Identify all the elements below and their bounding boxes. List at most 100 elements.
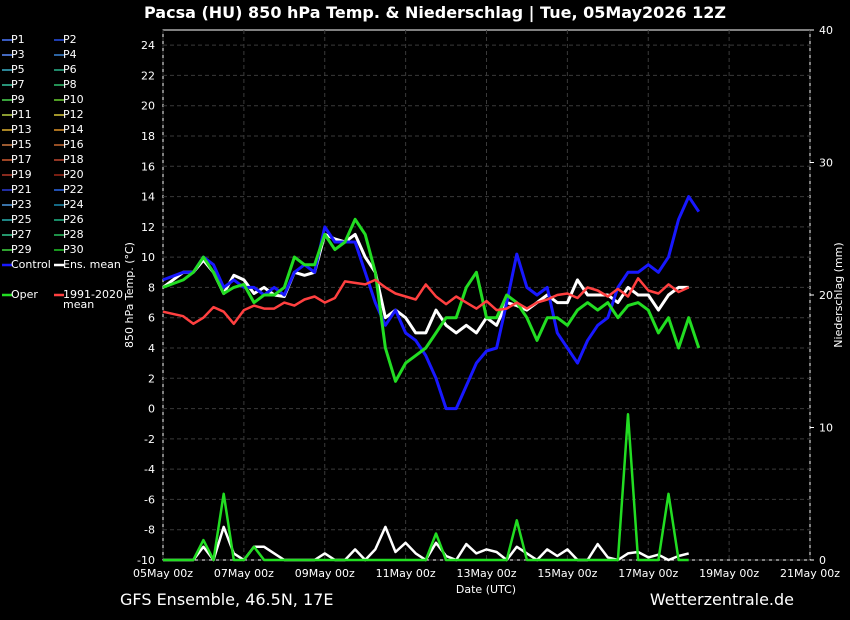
svg-text:P19: P19 [11,168,32,181]
svg-text:P10: P10 [63,93,84,106]
y2-tick-label: 30 [819,157,833,170]
y-axis-label: 850 hPa Temp. (°C) [123,242,136,348]
svg-text:P4: P4 [63,48,77,61]
legend-item-p8: P8 [54,78,77,91]
y-tick-label: 16 [141,160,155,173]
x-tick-label: 09May 00z [295,567,355,580]
svg-text:P20: P20 [63,168,84,181]
svg-text:P27: P27 [11,228,32,241]
legend-item-p13: P13 [2,123,32,136]
legend-item-p10: P10 [54,93,84,106]
svg-text:Control: Control [11,258,51,271]
svg-text:P5: P5 [11,63,25,76]
svg-text:P7: P7 [11,78,25,91]
y-tick-label: 2 [148,372,155,385]
x-tick-label: 05May 00z [133,567,193,580]
y2-tick-label: 0 [819,554,826,567]
legend: P1 P2 P3 P4 P5 P6 P7 P8 P9 P10 P11 P12 P13 P14 P15 P16 P… [2,33,123,311]
svg-text:1991-2020: 1991-2020 [63,288,123,301]
svg-text:P16: P16 [63,138,84,151]
svg-text:Oper: Oper [11,288,38,301]
series-line-1991-2020-mean [162,277,690,326]
svg-text:P2: P2 [63,33,77,46]
legend-item-p25: P25 [2,213,32,226]
y-tick-label: 6 [148,312,155,325]
svg-text:P29: P29 [11,243,32,256]
svg-text:P23: P23 [11,198,32,211]
svg-text:P17: P17 [11,153,32,166]
legend-item-p28: P28 [54,228,84,241]
y-tick-label: 24 [141,39,155,52]
svg-text:Ens. mean: Ens. mean [63,258,121,271]
series-line-oper [162,217,701,383]
legend-item-p26: P26 [54,213,84,226]
svg-text:P14: P14 [63,123,84,136]
x-tick-label: 19May 00z [699,567,759,580]
svg-text:P30: P30 [63,243,84,256]
svg-text:P12: P12 [63,108,84,121]
legend-item-p9: P9 [2,93,25,106]
y-tick-label: 20 [141,100,155,113]
legend-item-p3: P3 [2,48,25,61]
footer-model-info: GFS Ensemble, 46.5N, 17E [120,590,333,609]
y-tick-label: -8 [144,524,155,537]
svg-text:P22: P22 [63,183,84,196]
legend-item-p29: P29 [2,243,32,256]
legend-item-p17: P17 [2,153,32,166]
legend-item-p7: P7 [2,78,25,91]
legend-item-p11: P11 [2,108,32,121]
svg-text:P11: P11 [11,108,32,121]
y-tick-label: 8 [148,281,155,294]
chart-title: Pacsa (HU) 850 hPa Temp. & Niederschlag … [144,3,726,23]
legend-item-p12: P12 [54,108,84,121]
y2-tick-label: 40 [819,24,833,37]
y-tick-label: 22 [141,69,155,82]
y-tick-label: 4 [148,342,155,355]
y-tick-label: -6 [144,493,155,506]
y-tick-label: 14 [141,191,155,204]
precip-line-oper [163,413,689,562]
y2-tick-label: 20 [819,289,833,302]
svg-text:P15: P15 [11,138,32,151]
legend-item-p18: P18 [54,153,84,166]
footer-site: Wetterzentrale.de [650,590,794,609]
svg-text:P13: P13 [11,123,32,136]
legend-item-p4: P4 [54,48,77,61]
svg-text:P21: P21 [11,183,32,196]
x-tick-label: 17May 00z [618,567,678,580]
legend-item-p27: P27 [2,228,32,241]
svg-text:P1: P1 [11,33,25,46]
legend-item-p22: P22 [54,183,84,196]
legend-item-p21: P21 [2,183,32,196]
x-tick-label: 13May 00z [456,567,516,580]
legend-item-p6: P6 [54,63,77,76]
series-layer [162,195,701,562]
grid [162,30,811,561]
x-tick-label: 11May 00z [376,567,436,580]
legend-item-ens-mean: Ens. mean [54,258,121,271]
svg-text:P8: P8 [63,78,77,91]
x-tick-label: 07May 00z [214,567,274,580]
y2-tick-label: 10 [819,422,833,435]
y2-axis-label: Niederschlag (mm) [832,242,845,347]
legend-item-p15: P15 [2,138,32,151]
legend-item-p30: P30 [54,243,84,256]
legend-item-p16: P16 [54,138,84,151]
svg-text:P24: P24 [63,198,84,211]
x-tick-label: 15May 00z [537,567,597,580]
svg-text:P28: P28 [63,228,84,241]
legend-item-p19: P19 [2,168,32,181]
legend-item-p2: P2 [54,33,77,46]
y-tick-label: -4 [144,463,155,476]
legend-item-p24: P24 [54,198,84,211]
legend-item-p20: P20 [54,168,84,181]
y-tick-label: 12 [141,221,155,234]
svg-text:P9: P9 [11,93,25,106]
legend-item-control: Control [2,258,51,271]
legend-item-oper: Oper [2,288,38,301]
svg-text:P25: P25 [11,213,32,226]
svg-text:P18: P18 [63,153,84,166]
y-tick-label: 10 [141,251,155,264]
